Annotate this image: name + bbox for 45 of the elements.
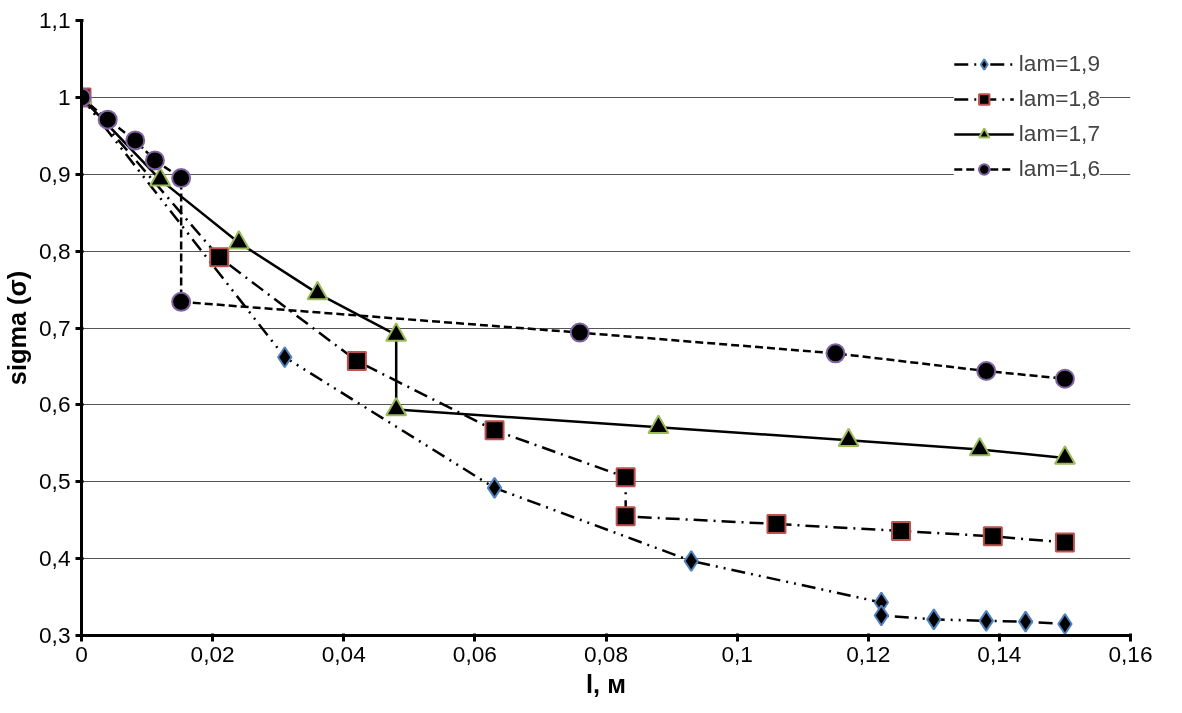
point — [346, 351, 367, 372]
point — [615, 506, 636, 527]
x-tick-label: 0,12 — [846, 640, 891, 667]
point — [976, 361, 997, 382]
point — [97, 109, 118, 130]
point — [171, 291, 192, 312]
point — [825, 343, 846, 364]
x-tick-label: 0,14 — [977, 640, 1022, 667]
point — [1017, 610, 1034, 633]
point — [569, 322, 590, 343]
legend-label: lam=1,8 — [1018, 85, 1100, 112]
point — [144, 150, 165, 171]
legend-label: lam=1,6 — [1018, 155, 1100, 182]
y-tick-label: 0,6 — [39, 391, 71, 418]
x-tick-label: 0,1 — [721, 640, 753, 667]
point — [873, 604, 890, 627]
y-tick-label: 1,1 — [39, 7, 71, 33]
legend-label: lam=1,9 — [1018, 50, 1100, 77]
y-tick-label: 0,3 — [39, 622, 71, 648]
x-tick-label: 0,02 — [190, 640, 235, 667]
x-tick-label: 0,16 — [1108, 640, 1153, 667]
x-tick-label: 0,04 — [321, 640, 366, 667]
y-tick-label: 0,8 — [39, 237, 71, 264]
y-tick-label: 0,7 — [39, 314, 71, 341]
point — [125, 130, 146, 151]
y-tick-label: 0,9 — [39, 160, 71, 187]
x-axis-title: l, м — [586, 669, 626, 698]
y-axis-title: sigma (σ) — [3, 270, 31, 386]
y-tick-label: 1 — [57, 83, 71, 110]
point — [615, 467, 636, 488]
x-tick-label: 0 — [75, 640, 88, 667]
point — [486, 476, 503, 499]
point — [1054, 368, 1075, 389]
point — [766, 514, 787, 535]
point — [982, 526, 1003, 547]
x-tick-label: 0,08 — [583, 640, 629, 667]
point — [484, 420, 505, 441]
point — [891, 520, 912, 541]
x-tick-label: 0,06 — [452, 640, 497, 667]
point — [209, 247, 230, 268]
y-tick-label: 0,4 — [39, 545, 71, 572]
y-tick-label: 0,5 — [39, 468, 71, 495]
point — [1054, 532, 1075, 553]
point — [171, 168, 192, 189]
legend-label: lam=1,7 — [1018, 120, 1100, 147]
